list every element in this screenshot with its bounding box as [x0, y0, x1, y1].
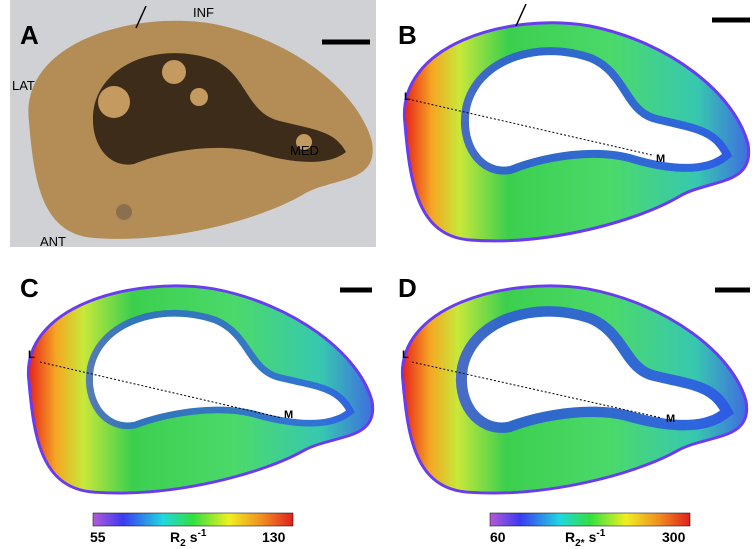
- exponent: -1: [197, 528, 206, 539]
- heat-map: [404, 23, 748, 241]
- heat-map: [402, 286, 746, 493]
- unit: s: [190, 529, 198, 545]
- colorbar-max: 130: [262, 529, 286, 545]
- annotation: MED: [290, 143, 319, 158]
- colorbar-min: 55: [90, 529, 106, 545]
- annotation: L: [402, 349, 409, 361]
- figure: A INF LAT MED ANT B L M C L M 55 R2: [0, 0, 752, 549]
- annotation: L: [28, 349, 35, 361]
- arrow: [516, 4, 526, 26]
- colorbar-label: R2* s-1: [565, 528, 606, 549]
- annotation: INF: [193, 5, 214, 20]
- colorbar: [490, 513, 690, 526]
- colorbar-max: 300: [662, 529, 686, 545]
- annotation: M: [284, 409, 293, 421]
- annotation: M: [656, 153, 665, 165]
- heat-map: [28, 286, 372, 493]
- symbol: R: [170, 529, 180, 545]
- panel-d: D L M 60 R2* s-1 300: [398, 273, 750, 549]
- subscript: 2: [180, 538, 186, 549]
- panel-label: A: [20, 20, 39, 50]
- panel-label: B: [398, 20, 417, 50]
- panel-a: A INF LAT MED ANT: [10, 0, 376, 249]
- panel-label: D: [398, 273, 417, 303]
- annotation: L: [404, 91, 411, 103]
- exponent: -1: [596, 528, 605, 539]
- annotation: LAT: [12, 78, 35, 93]
- unit: s: [589, 529, 597, 545]
- symbol: R: [565, 529, 575, 545]
- panel-b: B L M: [398, 4, 750, 241]
- annotation: ANT: [40, 234, 66, 249]
- panel-label: C: [20, 273, 39, 303]
- annotation: M: [666, 413, 675, 425]
- colorbar: [93, 513, 293, 526]
- subscript: 2*: [575, 538, 585, 549]
- colorbar-min: 60: [490, 529, 506, 545]
